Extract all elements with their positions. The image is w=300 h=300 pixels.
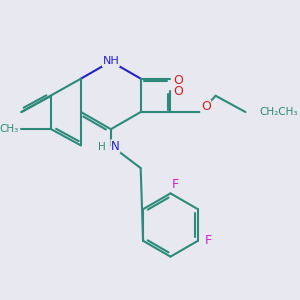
Text: NH: NH bbox=[103, 56, 119, 66]
Text: H: H bbox=[98, 142, 106, 152]
Text: O: O bbox=[174, 85, 184, 98]
Text: CH₃: CH₃ bbox=[0, 124, 18, 134]
Text: O: O bbox=[174, 74, 184, 87]
Text: N: N bbox=[111, 140, 120, 153]
Text: CH₂CH₃: CH₂CH₃ bbox=[259, 107, 298, 117]
Text: F: F bbox=[205, 234, 212, 247]
Text: O: O bbox=[201, 100, 211, 113]
Text: F: F bbox=[171, 178, 178, 191]
